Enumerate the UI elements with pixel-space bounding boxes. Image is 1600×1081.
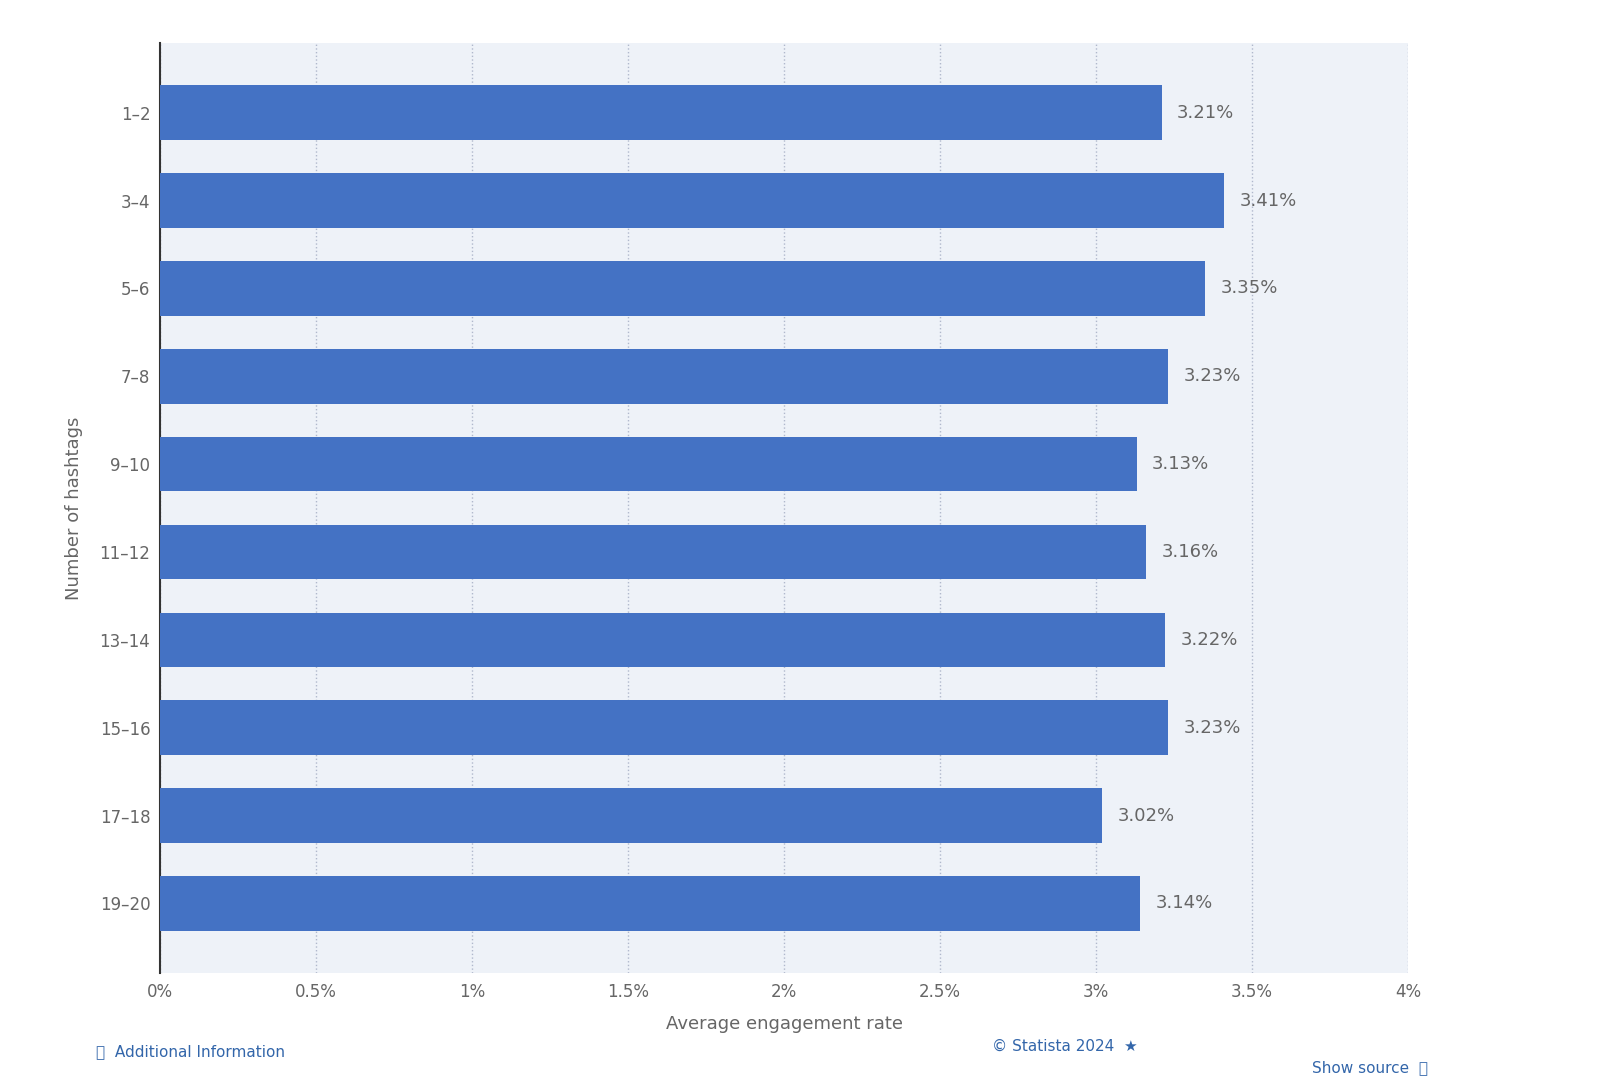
Text: 3.23%: 3.23% [1184, 368, 1240, 385]
Text: 3.21%: 3.21% [1178, 104, 1234, 122]
Text: 3.41%: 3.41% [1240, 191, 1296, 210]
Bar [160, 173, 1224, 228]
Text: 3.23%: 3.23% [1184, 719, 1240, 737]
Bar [160, 700, 1168, 755]
Bar [160, 262, 1205, 316]
Bar [160, 85, 1162, 139]
Bar [160, 349, 1168, 403]
Text: 3.16%: 3.16% [1162, 543, 1219, 561]
Bar [160, 437, 1136, 492]
Text: 3.22%: 3.22% [1181, 631, 1238, 649]
Text: 3.13%: 3.13% [1152, 455, 1210, 473]
Bar [160, 877, 1139, 931]
Text: ⓘ  Additional Information: ⓘ Additional Information [96, 1044, 285, 1059]
X-axis label: Average engagement rate: Average engagement rate [666, 1014, 902, 1032]
Y-axis label: Number of hashtags: Number of hashtags [64, 416, 83, 600]
Bar [160, 613, 1165, 667]
Text: © Statista 2024  ★: © Statista 2024 ★ [992, 1039, 1138, 1054]
Text: 3.35%: 3.35% [1221, 279, 1278, 297]
Text: Show source  ⓘ: Show source ⓘ [1312, 1060, 1429, 1076]
Text: 3.02%: 3.02% [1118, 806, 1174, 825]
Bar [160, 524, 1146, 579]
Bar [160, 788, 1102, 843]
Text: 3.14%: 3.14% [1155, 894, 1213, 912]
